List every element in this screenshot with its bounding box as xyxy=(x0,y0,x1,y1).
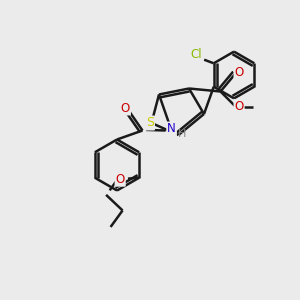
Text: O: O xyxy=(235,100,244,113)
Text: S: S xyxy=(146,116,154,130)
Text: O: O xyxy=(116,173,125,186)
Text: Cl: Cl xyxy=(190,48,202,62)
Text: O: O xyxy=(121,101,130,115)
Text: H: H xyxy=(178,129,187,140)
Text: O: O xyxy=(235,65,244,79)
Text: N: N xyxy=(167,122,176,136)
